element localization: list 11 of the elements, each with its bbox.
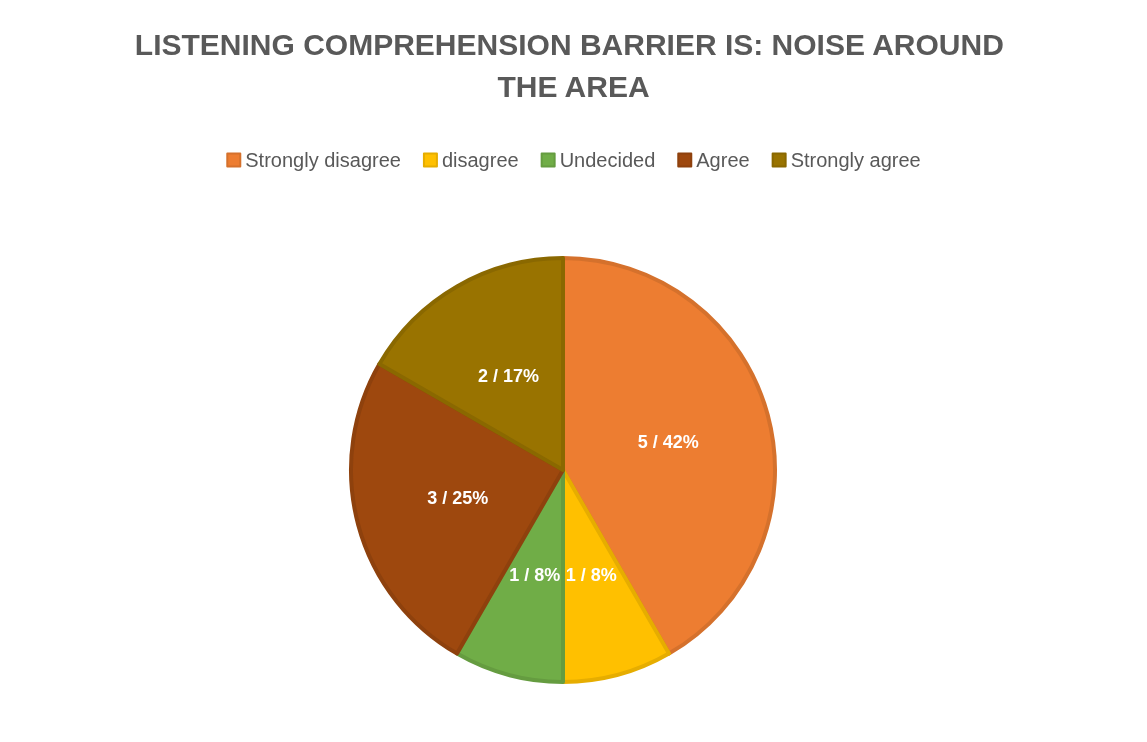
chart-title: LISTENING COMPREHENSION BARRIER IS: NOISE AROUND THE AREA (134, 27, 1013, 103)
data-label: 1 / 8% (509, 565, 561, 586)
data-label: 5 / 42% (637, 431, 699, 452)
data-label: 2 / 17% (477, 365, 540, 386)
legend-label: Agree (696, 149, 750, 171)
legend-label: Strongly disagree (245, 149, 401, 171)
legend-label: Undecided (559, 149, 656, 171)
legend-label: disagree (441, 149, 519, 171)
legend-label: Strongly agree (790, 149, 921, 171)
data-label: 1 / 8% (565, 565, 617, 586)
data-label: 3 / 25% (427, 488, 489, 509)
